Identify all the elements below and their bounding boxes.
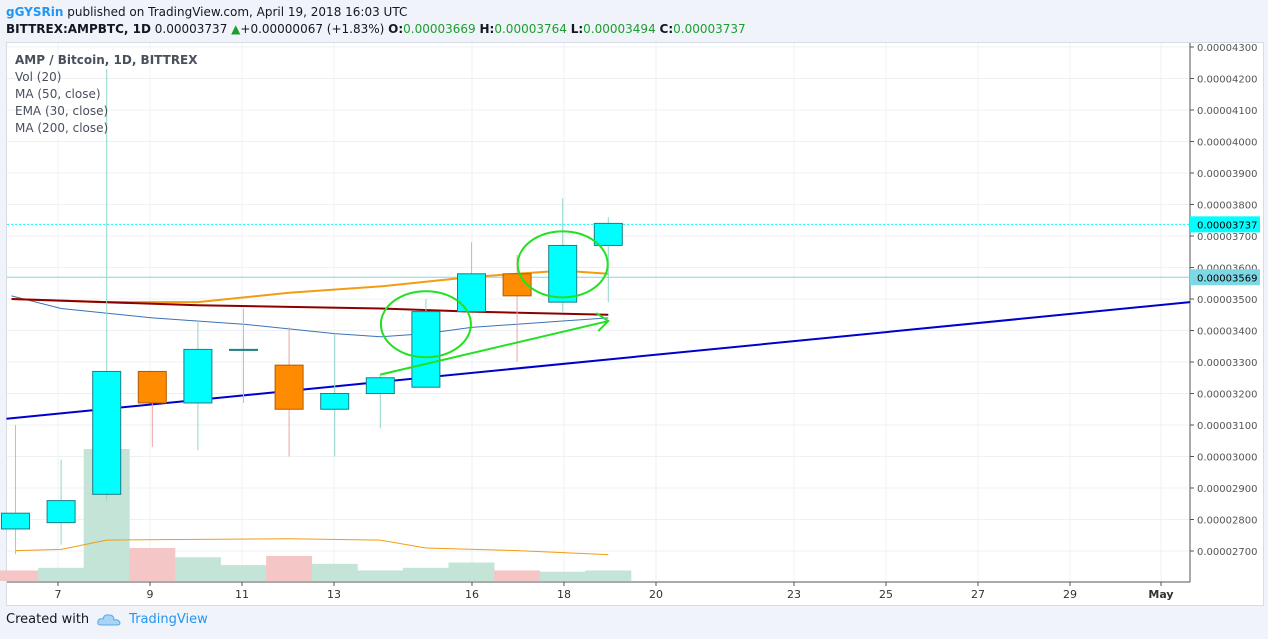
y-tick-label: 0.00004200 xyxy=(1197,75,1257,86)
y-tick-label: 0.00002900 xyxy=(1197,484,1257,495)
candle-body[interactable] xyxy=(502,273,532,297)
y-tick-label: 0.00003900 xyxy=(1197,169,1257,180)
legend-title: AMP / Bitcoin, 1D, BITTREX xyxy=(15,53,198,67)
annotation-arrow[interactable] xyxy=(380,320,609,376)
y-tick-label: 0.00004000 xyxy=(1197,138,1257,149)
candle-body[interactable] xyxy=(1,512,30,530)
volume-bar xyxy=(129,548,176,581)
close-value: 0.00003737 xyxy=(673,22,746,36)
volume-bar xyxy=(266,555,313,581)
footer: Created with TradingView xyxy=(6,612,208,627)
close-label: C: xyxy=(659,22,674,36)
x-tick-label: 9 xyxy=(147,588,154,601)
open-value: 0.00003669 xyxy=(403,22,476,36)
high-label: H: xyxy=(479,22,495,36)
volume-bar xyxy=(494,570,541,581)
y-tick-label: 0.00003700 xyxy=(1197,232,1257,243)
volume-bar xyxy=(174,557,221,581)
y-tick-label: 0.00004100 xyxy=(1197,106,1257,117)
x-tick-label: 16 xyxy=(465,588,479,601)
volume-bar xyxy=(448,562,495,581)
candle-body[interactable] xyxy=(229,348,258,351)
x-tick-label: 23 xyxy=(787,588,801,601)
candle-body[interactable] xyxy=(593,222,623,246)
low-value: 0.00003494 xyxy=(583,22,656,36)
high-value: 0.00003764 xyxy=(494,22,567,36)
candle-body[interactable] xyxy=(548,244,578,303)
candle-body[interactable] xyxy=(274,364,304,410)
volume-ma-line xyxy=(15,538,609,556)
open-label: O: xyxy=(388,22,404,36)
x-tick-label: 7 xyxy=(55,588,62,601)
x-tick-label: 25 xyxy=(879,588,893,601)
candle-body[interactable] xyxy=(137,370,167,404)
y-tick-label: 0.00003100 xyxy=(1197,421,1257,432)
x-tick-label: May xyxy=(1148,588,1173,601)
legend-item-ema30[interactable]: EMA (30, close) xyxy=(15,104,109,118)
candle-body[interactable] xyxy=(183,348,213,404)
price-tag-last xyxy=(1190,216,1260,233)
author-link[interactable]: gGYSRin xyxy=(6,5,64,19)
low-label: L: xyxy=(570,22,584,36)
y-tick-label: 0.00002700 xyxy=(1197,547,1257,558)
volume-bar xyxy=(357,570,404,581)
candle-body[interactable] xyxy=(457,273,486,313)
publish-line: gGYSRin published on TradingView.com, Ap… xyxy=(6,4,746,21)
y-tick-label: 0.00003400 xyxy=(1197,327,1257,338)
x-tick-label: 13 xyxy=(327,588,341,601)
y-tick-label: 0.00003000 xyxy=(1197,453,1257,464)
y-tick-label: 0.00003800 xyxy=(1197,201,1257,212)
ma50-line xyxy=(11,295,609,338)
y-tick-label: 0.00004300 xyxy=(1197,43,1257,54)
candle-body[interactable] xyxy=(92,370,122,495)
volume-bar xyxy=(585,570,632,581)
x-tick-label: 29 xyxy=(1063,588,1077,601)
x-tick-label: 11 xyxy=(235,588,249,601)
annotation-ellipse[interactable] xyxy=(379,290,472,359)
y-tick-label: 0.00003200 xyxy=(1197,390,1257,401)
y-tick-label: 0.00003500 xyxy=(1197,295,1257,306)
annotation-arrowhead xyxy=(595,312,610,332)
chart-legend: AMP / Bitcoin, 1D, BITTREX Vol (20) MA (… xyxy=(15,52,198,137)
up-arrow-icon: ▲ xyxy=(231,22,241,36)
legend-item-ma200[interactable]: MA (200, close) xyxy=(15,121,109,135)
volume-bar xyxy=(402,567,449,581)
y-tick-label: 0.00003600 xyxy=(1197,264,1257,275)
price-tag-label: 0.00003737 xyxy=(1197,220,1257,231)
price-tag-label: 0.00003569 xyxy=(1197,273,1257,284)
x-tick-label: 20 xyxy=(649,588,663,601)
legend-item-volume[interactable]: Vol (20) xyxy=(15,70,62,84)
created-with-text: Created with xyxy=(6,612,90,627)
volume-bar xyxy=(311,563,358,581)
annotation-ellipse[interactable] xyxy=(516,230,609,299)
tradingview-link[interactable]: TradingView xyxy=(129,612,208,627)
volume-bar xyxy=(220,565,267,581)
y-tick-label: 0.00002800 xyxy=(1197,516,1257,527)
x-tick-label: 27 xyxy=(971,588,985,601)
chart-frame[interactable] xyxy=(6,42,1264,606)
published-text: published on TradingView.com, April 19, … xyxy=(67,5,408,19)
candle-body[interactable] xyxy=(365,377,395,394)
symbol-label: BITTREX:AMPBTC, 1D xyxy=(6,22,151,36)
candle-body[interactable] xyxy=(320,393,350,410)
chart-header: gGYSRin published on TradingView.com, Ap… xyxy=(6,4,746,38)
price-tag-ref xyxy=(1190,269,1260,286)
ohlc-line: BITTREX:AMPBTC, 1D 0.00003737 ▲+0.000000… xyxy=(6,21,746,38)
volume-bar xyxy=(0,570,39,581)
change-value: +0.00000067 (+1.83%) xyxy=(240,22,385,36)
volume-bar xyxy=(539,571,586,581)
candle-body[interactable] xyxy=(411,311,441,388)
candle-body[interactable] xyxy=(46,500,76,524)
x-tick-label: 18 xyxy=(557,588,571,601)
tradingview-logo-icon xyxy=(97,613,121,625)
legend-item-ma50[interactable]: MA (50, close) xyxy=(15,87,101,101)
volume-bar xyxy=(38,567,85,581)
y-tick-label: 0.00003300 xyxy=(1197,358,1257,369)
last-price: 0.00003737 xyxy=(154,22,228,36)
